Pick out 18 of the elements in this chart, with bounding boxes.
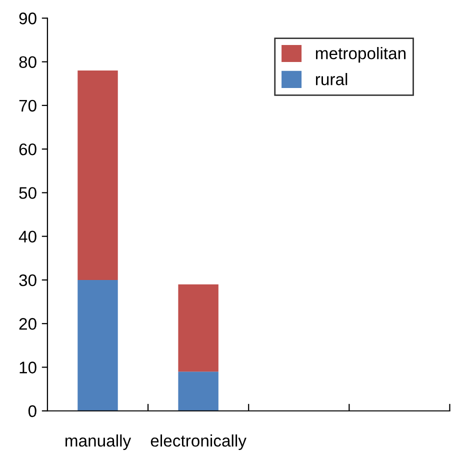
y-tick-label: 70 xyxy=(19,100,36,112)
y-tick-label: 40 xyxy=(18,230,36,243)
y-tick-label: 30 xyxy=(19,274,36,286)
bar xyxy=(178,284,218,372)
y-tick-label: 0 xyxy=(28,405,36,418)
y-tick-label: 80 xyxy=(19,56,36,68)
legend-label: metropolitan xyxy=(316,47,406,63)
x-tick-label: electronically xyxy=(150,434,246,450)
y-tick-label: 50 xyxy=(19,187,36,199)
y-tick-label: 10 xyxy=(20,362,36,374)
y-tick-label: 90 xyxy=(19,12,36,24)
bar xyxy=(78,280,118,411)
bar xyxy=(78,70,118,280)
y-tick-label: 60 xyxy=(19,143,36,156)
x-tick-label: manually xyxy=(66,434,132,450)
bar xyxy=(178,372,218,411)
y-tick-label: 20 xyxy=(19,318,36,330)
legend-label: rural xyxy=(316,72,348,86)
